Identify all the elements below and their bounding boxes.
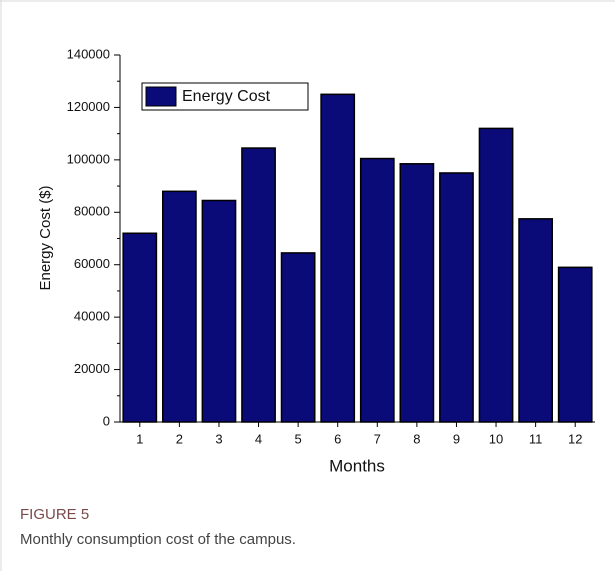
bar <box>122 232 158 423</box>
x-tick-label: 6 <box>334 431 341 446</box>
y-tick-label: 40000 <box>74 309 110 324</box>
y-tick-label: 20000 <box>74 361 110 376</box>
legend-swatch <box>145 86 177 107</box>
x-tick-label: 3 <box>215 431 222 446</box>
bar <box>359 157 395 423</box>
bar <box>399 163 435 423</box>
bar <box>478 127 514 423</box>
bar <box>320 93 356 423</box>
x-axis-label: Months <box>329 456 385 475</box>
y-tick-label: 60000 <box>74 256 110 271</box>
x-tick-label: 4 <box>255 431 262 446</box>
bar <box>557 266 593 423</box>
x-tick-label: 2 <box>176 431 183 446</box>
y-tick-label: 120000 <box>67 99 110 114</box>
figure-label: FIGURE 5 <box>20 506 89 523</box>
x-tick-label: 11 <box>529 431 543 446</box>
bar <box>439 172 474 423</box>
y-tick-label: 140000 <box>67 46 110 61</box>
bar <box>201 199 237 423</box>
x-tick-label: 12 <box>568 431 582 446</box>
bar <box>280 252 316 423</box>
x-tick-label: 7 <box>374 431 381 446</box>
bar <box>518 218 553 423</box>
x-tick-label: 5 <box>295 431 302 446</box>
x-tick-label: 10 <box>489 431 503 446</box>
y-tick-label: 100000 <box>67 151 110 166</box>
y-tick-label: 80000 <box>74 204 110 219</box>
figure-caption: Monthly consumption cost of the campus. <box>20 531 296 548</box>
x-tick-label: 9 <box>453 431 460 446</box>
y-tick-label: 0 <box>103 413 110 428</box>
bar <box>162 190 197 423</box>
y-axis-label: Energy Cost ($) <box>37 185 54 290</box>
x-tick-label: 8 <box>413 431 420 446</box>
bar <box>241 147 276 423</box>
x-tick-label: 1 <box>136 431 143 446</box>
legend-label: Energy Cost <box>182 88 271 105</box>
